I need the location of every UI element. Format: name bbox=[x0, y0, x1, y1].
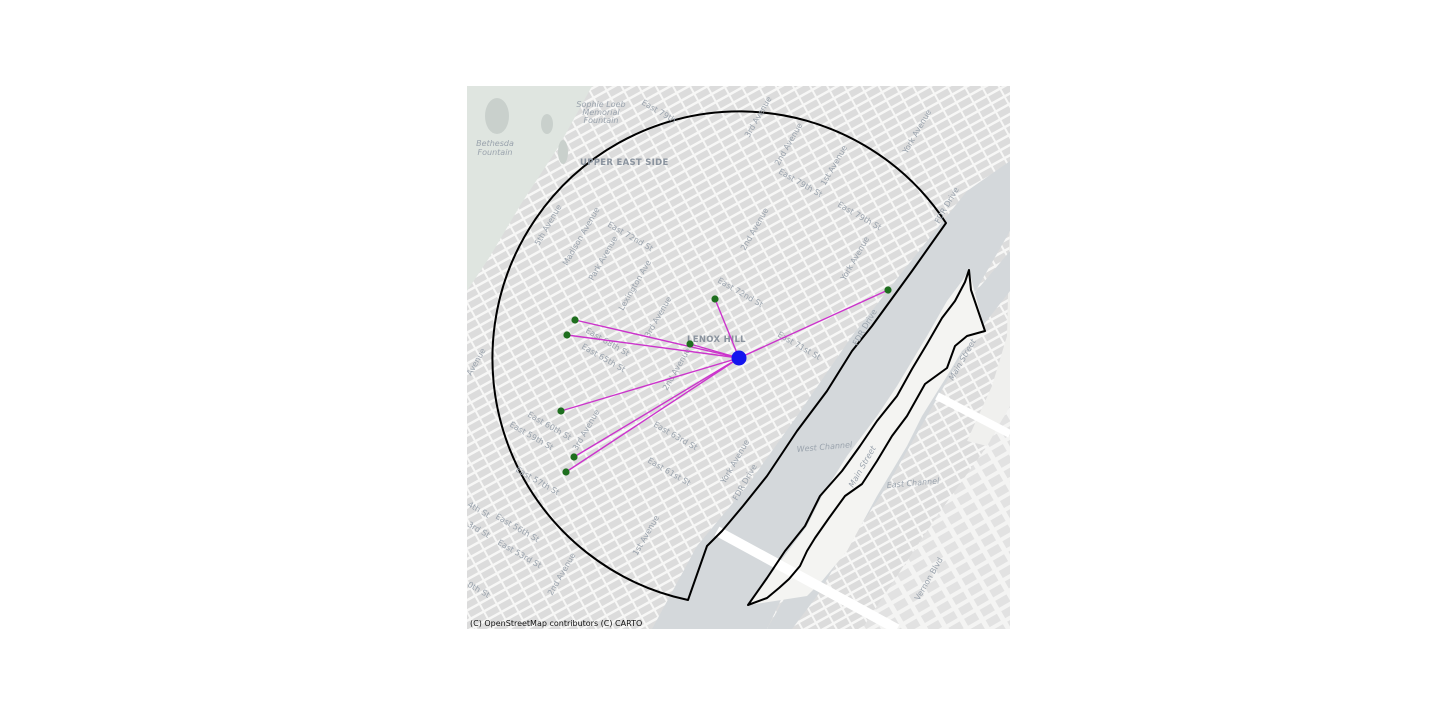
point-h[interactable] bbox=[562, 468, 570, 476]
neighborhood-label-upper-east-side: UPPER EAST SIDE bbox=[580, 158, 669, 168]
spoke-points bbox=[557, 286, 892, 476]
map-canvas: East 79th 3rd Avenue 2nd Avenue East 79t… bbox=[467, 86, 1010, 629]
center-layer bbox=[731, 350, 747, 366]
point-g[interactable] bbox=[570, 453, 578, 461]
point-f[interactable] bbox=[557, 407, 565, 415]
point-d[interactable] bbox=[711, 295, 719, 303]
center-point[interactable] bbox=[731, 350, 747, 366]
spoke-line bbox=[560, 357, 740, 412]
neighborhood-label-lenox-hill: LENOX HILL bbox=[687, 335, 746, 345]
spoke-lines bbox=[560, 289, 889, 473]
map[interactable]: East 79th 3rd Avenue 2nd Avenue East 79t… bbox=[467, 86, 1010, 629]
search-area-boundary bbox=[491, 110, 986, 606]
spoke-line bbox=[565, 357, 740, 473]
roosevelt-island bbox=[749, 270, 985, 605]
neighborhood-labels: UPPER EAST SIDE LENOX HILL bbox=[580, 158, 746, 345]
landmark-label: Sophie Loeb bbox=[576, 100, 625, 109]
point-b[interactable] bbox=[563, 331, 571, 339]
spoke-line bbox=[714, 298, 740, 359]
queensboro-bridge bbox=[714, 392, 1010, 629]
central-park bbox=[467, 86, 592, 291]
landmark-label: Memorial bbox=[582, 108, 620, 117]
landmark-label: Bethesda bbox=[476, 139, 514, 148]
landmark-label: Fountain bbox=[584, 116, 619, 125]
point-a[interactable] bbox=[571, 316, 579, 324]
spoke-line bbox=[566, 334, 740, 359]
point-c[interactable] bbox=[686, 340, 694, 348]
spoke-line bbox=[574, 319, 740, 359]
spoke-line bbox=[689, 343, 740, 359]
spoke-line bbox=[738, 289, 889, 359]
landmark-label: Fountain bbox=[478, 148, 513, 157]
map-attribution: (C) OpenStreetMap contributors (C) CARTO bbox=[470, 619, 643, 628]
spoke-line bbox=[573, 357, 740, 458]
point-e[interactable] bbox=[884, 286, 892, 294]
land-queens bbox=[862, 216, 1010, 629]
